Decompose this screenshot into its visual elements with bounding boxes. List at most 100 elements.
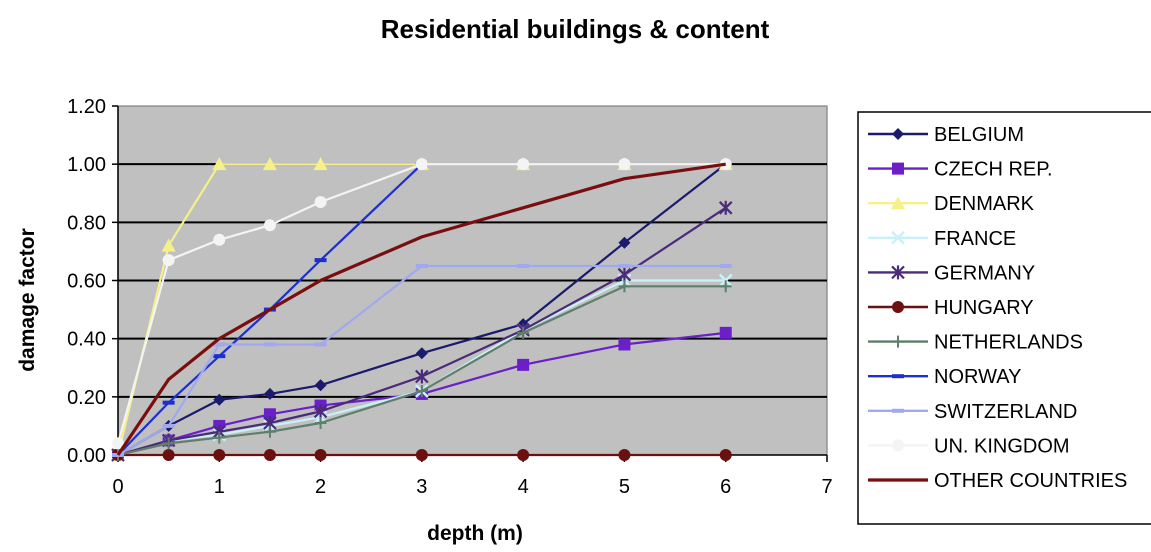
x-axis-label: depth (m) [427,522,523,545]
legend-item-other-countries: OTHER COUNTRIES [868,470,1127,492]
x-tick-label: 5 [619,476,630,498]
legend-item-hungary: HUNGARY [868,297,1034,319]
data-point-hungary [213,449,226,461]
data-point-un-kingdom [263,219,276,232]
y-tick-label: 0.40 [67,329,106,351]
series-netherlands [112,280,732,461]
data-point-belgium [314,379,327,392]
legend-swatch-marker [892,374,904,379]
y-axis: 0.00 0.20 0.40 0.60 0.80 1.00 1.20 [67,96,119,467]
series-hungary [112,449,732,461]
legend-swatch-marker [892,439,904,452]
legend-swatch-marker [891,196,905,210]
data-point-switzerland [314,342,327,347]
y-tick-label: 0.80 [67,212,106,234]
legend-swatch-marker [892,335,904,348]
data-point-norway [314,258,327,263]
data-point-netherlands [314,417,327,430]
data-point-germany [415,369,429,384]
data-point-hungary [314,449,327,461]
data-point-germany [313,404,328,419]
x-tick-label: 4 [518,476,529,498]
data-point-netherlands [213,431,226,444]
data-point-denmark [262,157,277,171]
legend-item-switzerland: SWITZERLAND [868,401,1077,423]
y-tick-label: 0.00 [67,445,106,467]
chart-title: Residential buildings & content [381,14,770,44]
data-point-un-kingdom [415,158,428,171]
series-line-norway [117,163,423,456]
legend-swatch-marker [892,408,904,413]
data-point-belgium [618,236,631,249]
legend-label: FRANCE [934,228,1016,250]
legend-item-denmark: DENMARK [868,193,1035,215]
x-tick-label: 1 [214,476,225,498]
legend-swatch-marker [892,128,904,140]
legend-item-un-kingdom: UN. KINGDOM [868,435,1070,457]
legend-label: NORWAY [934,366,1021,388]
y-tick-label: 1.20 [67,96,106,118]
data-point-netherlands [263,425,276,438]
data-point-germany [617,267,632,282]
data-point-switzerland [263,342,276,347]
x-tick-label: 6 [720,476,731,498]
x-tick-label: 2 [315,476,326,498]
data-point-denmark [313,157,328,171]
data-point-hungary [618,449,631,461]
data-point-hungary [162,449,175,461]
data-point-switzerland [517,263,530,268]
data-point-czech-rep [263,408,276,421]
x-tick-label: 0 [112,476,123,498]
data-point-norway [213,354,226,359]
data-point-netherlands [719,280,732,293]
legend-item-netherlands: NETHERLANDS [868,332,1083,354]
series-layer [111,157,733,462]
series-other-countries [116,162,726,456]
data-point-hungary [719,449,732,461]
series-un-kingdom [112,158,732,450]
data-point-un-kingdom [112,437,124,450]
data-point-un-kingdom [314,195,327,208]
y-axis-label: damage factor [16,228,39,372]
x-tick-label: 3 [416,476,427,498]
legend-label: GERMANY [934,262,1035,284]
data-point-belgium [415,347,428,360]
legend-swatch-marker [892,301,904,313]
legend-swatch-marker [892,162,904,175]
legend-item-belgium: BELGIUM [868,124,1024,146]
legend-swatch-marker [891,265,905,280]
data-point-netherlands [618,280,631,293]
y-tick-label: 1.00 [67,154,106,176]
data-point-czech-rep [719,326,732,339]
data-point-switzerland [213,342,226,347]
data-point-un-kingdom [213,233,226,246]
data-point-germany [718,200,733,215]
y-tick-label: 0.60 [67,271,106,293]
data-point-switzerland [719,263,732,268]
data-point-czech-rep [618,338,631,351]
data-point-denmark [161,238,176,252]
legend-label: CZECH REP. [934,159,1053,181]
legend-box [857,111,1151,525]
legend-label: UN. KINGDOM [934,435,1070,457]
legend-item-france: FRANCE [868,228,1016,250]
data-point-netherlands [415,385,428,398]
data-point-switzerland [162,423,175,428]
data-point-hungary [517,449,530,461]
legend-label: SWITZERLAND [934,401,1077,423]
data-point-un-kingdom [618,158,631,171]
legend-label: BELGIUM [934,124,1024,146]
legend-swatch-marker [891,230,905,245]
x-axis: 0 1 2 3 4 5 6 7 [112,454,833,498]
legend-label: NETHERLANDS [934,332,1083,354]
data-point-czech-rep [517,358,530,371]
data-point-netherlands [517,326,530,339]
legend-label: DENMARK [934,193,1035,215]
data-point-switzerland [415,263,428,268]
data-point-switzerland [618,263,631,268]
legend: BELGIUM CZECH REP. DENMARK FRANCE GERMANY HUN… [857,111,1151,525]
data-point-un-kingdom [517,158,530,171]
x-tick-label: 7 [821,476,832,498]
